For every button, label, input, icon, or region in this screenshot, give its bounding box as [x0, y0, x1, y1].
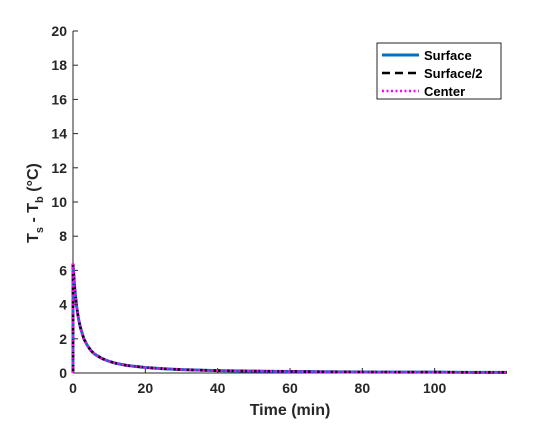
x-axis-label: Time (min)	[250, 402, 331, 419]
y-label-mid: - T	[25, 203, 42, 227]
x-tick-label: 80	[355, 380, 371, 396]
y-tick-label: 16	[51, 91, 67, 107]
y-axis-label: Ts - Tb (°C)	[25, 163, 46, 243]
y-label-unit: (°C)	[25, 163, 42, 196]
x-tick-label: 100	[423, 380, 447, 396]
legend-box	[376, 42, 502, 100]
legend: Surface Surface/2 Center	[376, 42, 502, 100]
y-label-base: T	[25, 233, 42, 243]
series-line	[71, 263, 507, 374]
x-tick-label: 0	[69, 380, 77, 396]
y-tick-label: 14	[51, 126, 67, 142]
y-tick-label: 10	[51, 194, 67, 210]
y-tick-label: 0	[59, 365, 67, 381]
y-tick-label: 12	[51, 160, 67, 176]
y-tick-label: 8	[59, 228, 67, 244]
legend-entry-label: Center	[424, 84, 465, 99]
y-tick-label: 4	[59, 297, 67, 313]
legend-entry-label: Surface	[424, 48, 472, 63]
series-line	[71, 263, 507, 374]
y-label-sub1: s	[34, 227, 46, 233]
y-label-sub2: b	[34, 196, 46, 203]
x-tick-label: 60	[282, 380, 298, 396]
y-tick-label: 2	[59, 331, 67, 347]
y-tick-label: 20	[51, 23, 67, 39]
axes: 0 2 4 6 8 10 12 14 16 18 20 0 20 40 60 80 100	[51, 23, 507, 396]
y-tick-label: 6	[59, 262, 67, 278]
series-line	[71, 263, 507, 374]
x-tick-label: 20	[138, 380, 154, 396]
y-tick-label: 18	[51, 57, 67, 73]
x-tick-label: 40	[210, 380, 226, 396]
series-lines	[71, 263, 507, 374]
legend-entry-label: Surface/2	[424, 66, 483, 81]
